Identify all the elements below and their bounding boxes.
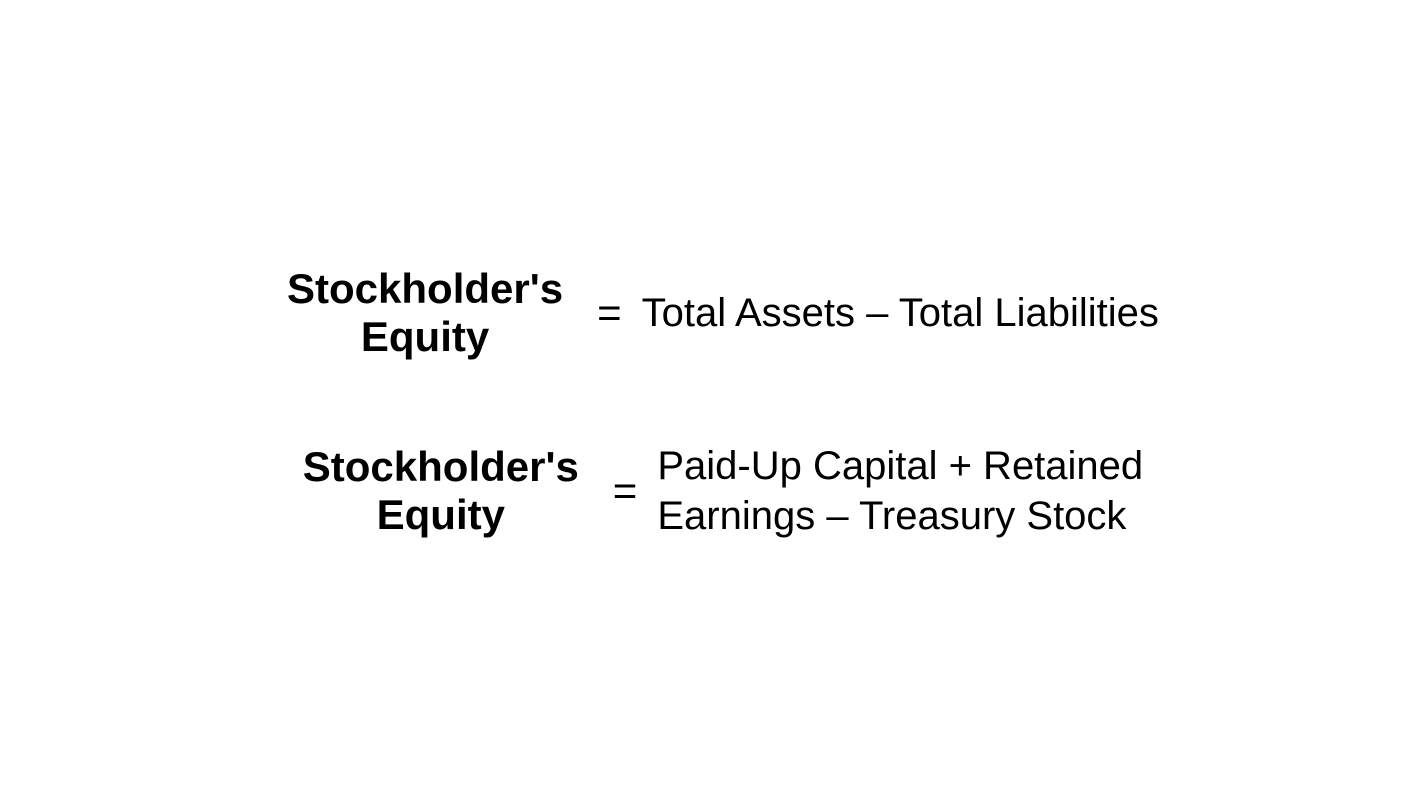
formula-2-right-line2: Earnings – Treasury Stock [657,491,1143,541]
formula-2-left-line1: Stockholder's [281,443,601,491]
formula-2-left-line2: Equity [281,491,601,539]
formula-2-left-term: Stockholder's Equity [281,443,601,540]
formula-2-equals: = [613,467,638,515]
formula-2-right-term: Paid-Up Capital + Retained Earnings – Tr… [657,441,1143,541]
formula-1-right-term: Total Assets – Total Liabilities [642,288,1159,338]
formula-row-2: Stockholder's Equity = Paid-Up Capital +… [265,441,1159,541]
formula-1-right-line1: Total Assets – Total Liabilities [642,288,1159,338]
formula-1-left-line1: Stockholder's [265,265,585,313]
formula-2-right-line1: Paid-Up Capital + Retained [657,441,1143,491]
formula-row-1: Stockholder's Equity = Total Assets – To… [265,265,1159,362]
formula-1-left-line2: Equity [265,313,585,361]
formula-1-equals: = [597,289,622,337]
formula-1-left-term: Stockholder's Equity [265,265,585,362]
formula-container: Stockholder's Equity = Total Assets – To… [265,265,1159,542]
